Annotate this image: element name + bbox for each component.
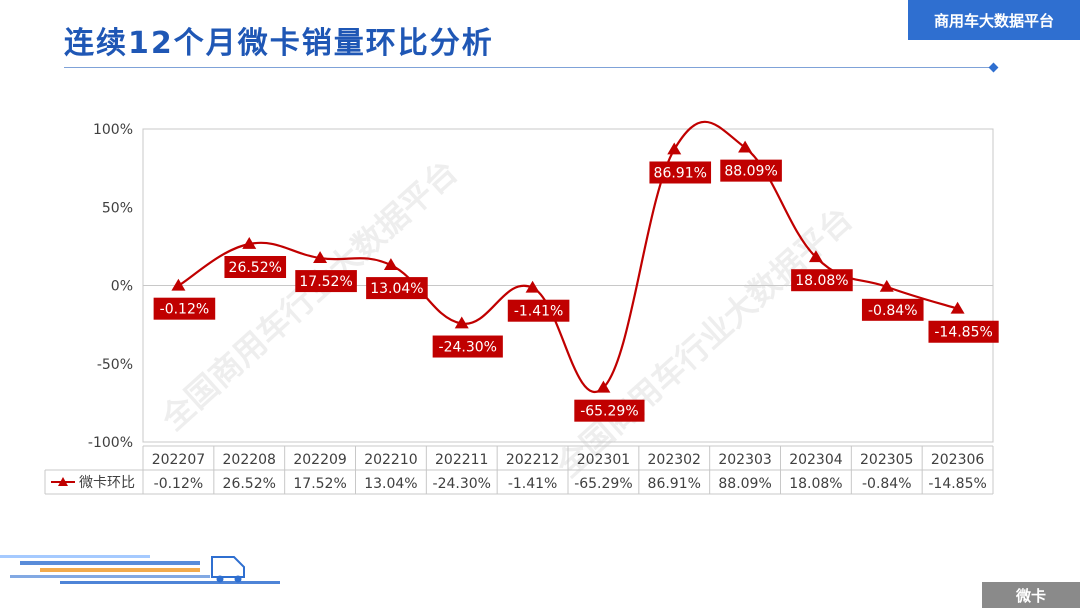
data-label: -0.12% xyxy=(160,302,210,318)
x-tick-label: 202210 xyxy=(364,452,417,468)
table-value-cell: -24.30% xyxy=(433,476,491,492)
table-value-cell: -0.12% xyxy=(154,476,204,492)
data-label-box xyxy=(791,269,853,292)
table-value-cell: 18.08% xyxy=(789,476,842,492)
data-label: 18.08% xyxy=(795,273,848,289)
data-label-box xyxy=(295,270,357,293)
y-tick-label: 100% xyxy=(93,122,133,138)
triangle-marker xyxy=(313,251,328,263)
triangle-marker xyxy=(525,280,540,293)
x-tick-label: 202208 xyxy=(223,452,276,468)
data-label: 13.04% xyxy=(370,281,423,297)
data-label-box xyxy=(507,299,570,322)
data-label-box xyxy=(366,277,428,300)
triangle-marker xyxy=(879,279,894,292)
triangle-marker xyxy=(596,380,611,393)
x-tick-label: 202305 xyxy=(860,452,913,468)
table-value-cell: 26.52% xyxy=(223,476,276,492)
y-tick-label: -100% xyxy=(88,435,133,451)
x-tick-label: 202211 xyxy=(435,452,488,468)
table-value-cell: 88.09% xyxy=(718,476,771,492)
triangle-marker xyxy=(383,258,398,270)
data-label-box xyxy=(224,255,287,278)
data-label: 17.52% xyxy=(299,274,352,290)
data-label-box xyxy=(861,298,924,321)
table-value-cell: 17.52% xyxy=(293,476,346,492)
footer-category-tag: 微卡 xyxy=(982,582,1080,608)
data-label: 26.52% xyxy=(229,260,282,276)
y-tick-label: -50% xyxy=(97,357,133,373)
data-label-box xyxy=(153,297,216,320)
truck-decoration-icon xyxy=(0,555,280,584)
page-title: 连续12个月微卡销量环比分析 xyxy=(64,26,494,61)
table-value-cell: -65.29% xyxy=(574,476,632,492)
data-label: 88.09% xyxy=(724,164,777,180)
triangle-marker xyxy=(667,142,682,155)
table-value-cell: -0.84% xyxy=(862,476,912,492)
triangle-marker xyxy=(738,140,753,153)
table-value-cell: -14.85% xyxy=(928,476,986,492)
data-label: -24.30% xyxy=(439,340,497,356)
x-tick-label: 202302 xyxy=(648,452,701,468)
x-tick-label: 202207 xyxy=(152,452,205,468)
x-tick-label: 202303 xyxy=(718,452,771,468)
data-label: -65.29% xyxy=(580,404,638,420)
legend-label: 微卡环比 xyxy=(79,475,135,491)
x-tick-label: 202212 xyxy=(506,452,559,468)
data-label-box xyxy=(720,159,782,182)
data-label: -1.41% xyxy=(514,304,564,320)
triangle-marker xyxy=(454,316,469,329)
series-line xyxy=(177,120,958,393)
x-tick-label: 202209 xyxy=(293,452,346,468)
y-tick-label: 50% xyxy=(102,200,133,216)
brand-badge: 商用车大数据平台 xyxy=(908,0,1080,40)
table-value-cell: 86.91% xyxy=(648,476,701,492)
table-value-cell: 13.04% xyxy=(364,476,417,492)
triangle-marker xyxy=(171,278,186,291)
x-tick-label: 202304 xyxy=(789,452,843,468)
x-tick-label: 202301 xyxy=(577,452,630,468)
data-label-box xyxy=(432,335,503,358)
data-label-box xyxy=(574,399,645,422)
data-label: -0.84% xyxy=(868,303,918,319)
data-label: 86.91% xyxy=(654,165,707,181)
data-label-box xyxy=(928,320,999,343)
title-divider xyxy=(64,67,994,68)
triangle-marker xyxy=(242,236,257,249)
data-label: -14.85% xyxy=(934,325,992,341)
x-tick-label: 202306 xyxy=(931,452,985,468)
data-label-box xyxy=(649,161,712,184)
triangle-marker xyxy=(950,301,965,314)
triangle-marker xyxy=(808,250,823,263)
legend-marker-icon xyxy=(58,477,68,486)
table-value-cell: -1.41% xyxy=(508,476,558,492)
y-tick-label: 0% xyxy=(111,279,133,295)
